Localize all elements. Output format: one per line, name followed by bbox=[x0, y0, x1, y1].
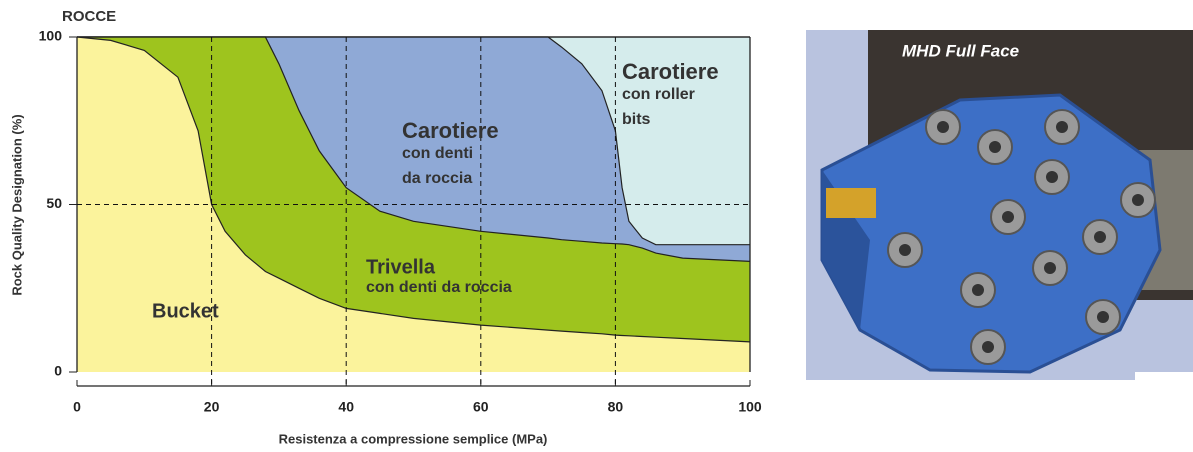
bucket-label-plate bbox=[826, 188, 876, 218]
zone-boundary bbox=[76, 36, 751, 343]
zone-sublabel: con denti bbox=[402, 145, 473, 162]
zone-sublabel: bits bbox=[622, 111, 651, 128]
teeth-centers bbox=[899, 121, 1144, 353]
zone-label: Carotiere bbox=[622, 59, 719, 84]
x-tick-label: 40 bbox=[338, 399, 354, 415]
x-tick-label: 0 bbox=[73, 399, 81, 415]
photo-corner bbox=[1135, 372, 1193, 382]
zone-sublabel: con roller bbox=[622, 86, 695, 103]
zone-label: Bucket bbox=[152, 300, 219, 322]
x-axis-title: Resistenza a compressione semplice (MPa) bbox=[279, 431, 548, 446]
y-tick-label: 100 bbox=[39, 28, 63, 44]
chart-title: ROCCE bbox=[62, 8, 116, 25]
zone-label: Carotiere bbox=[402, 118, 499, 143]
zone-area bbox=[77, 37, 750, 372]
photo: MHD Full Face bbox=[806, 30, 1193, 382]
photo-caption: MHD Full Face bbox=[902, 41, 1019, 60]
drill-bucket bbox=[820, 93, 1162, 374]
x-tick-label: 20 bbox=[204, 399, 220, 415]
y-axis-title: Rock Quality Designation (%) bbox=[9, 114, 24, 295]
x-tick-label: 80 bbox=[608, 399, 624, 415]
zone-sublabel: da roccia bbox=[402, 170, 472, 187]
y-tick-label: 0 bbox=[54, 363, 62, 379]
chart: ROCCE Resistenza a compressione semplice… bbox=[9, 8, 761, 446]
y-tick-label: 50 bbox=[46, 195, 62, 211]
zone-sublabel: con denti da roccia bbox=[366, 279, 512, 296]
zone-label: Trivella bbox=[366, 256, 436, 278]
x-tick-label: 100 bbox=[738, 399, 762, 415]
x-tick-label: 60 bbox=[473, 399, 489, 415]
